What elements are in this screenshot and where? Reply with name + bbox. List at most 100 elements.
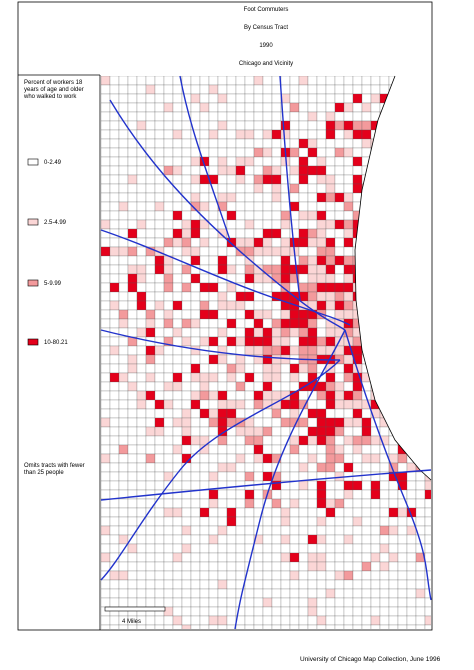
tract — [388, 498, 399, 509]
tract — [253, 606, 264, 617]
tract — [352, 480, 363, 491]
tract — [109, 183, 120, 194]
tract — [172, 291, 183, 302]
tract — [217, 435, 228, 446]
tract — [109, 516, 120, 527]
tract — [181, 588, 192, 599]
tract — [118, 471, 129, 482]
tract — [280, 579, 291, 590]
tract — [181, 606, 192, 617]
tract — [118, 84, 129, 95]
tract — [154, 444, 165, 455]
tract — [379, 624, 390, 629]
tract — [325, 552, 336, 563]
tract — [109, 120, 120, 131]
tract — [145, 390, 156, 401]
tract — [370, 111, 381, 122]
tract — [262, 435, 273, 446]
tract — [199, 624, 210, 629]
tract — [289, 327, 300, 338]
tract — [397, 543, 408, 554]
tract — [172, 426, 183, 437]
tract — [163, 129, 174, 140]
tract — [388, 408, 399, 419]
tract — [316, 93, 327, 104]
tract — [424, 246, 431, 257]
tract — [424, 336, 431, 347]
tract — [388, 588, 399, 599]
tract — [253, 300, 264, 311]
tract — [226, 579, 237, 590]
tract — [172, 102, 183, 113]
tract — [298, 525, 309, 536]
tract — [118, 300, 129, 311]
tract — [127, 453, 138, 464]
tract — [289, 489, 300, 500]
tract — [235, 489, 246, 500]
tract — [127, 597, 138, 608]
tract — [127, 381, 138, 392]
tract — [307, 237, 318, 248]
tract — [262, 282, 273, 293]
tract — [145, 552, 156, 563]
tract — [190, 174, 201, 185]
tract — [352, 237, 363, 248]
tract — [127, 138, 138, 149]
tract — [199, 534, 210, 545]
tract — [253, 138, 264, 149]
tract — [127, 390, 138, 401]
tract — [145, 282, 156, 293]
tract — [379, 255, 390, 266]
tract — [136, 147, 147, 158]
tract — [127, 291, 138, 302]
tract — [109, 597, 120, 608]
tract — [307, 480, 318, 491]
tract — [316, 588, 327, 599]
tract — [343, 552, 354, 563]
tract — [406, 399, 417, 410]
tract — [316, 129, 327, 140]
tract — [289, 543, 300, 554]
tract — [109, 129, 120, 140]
tract — [172, 507, 183, 518]
tract — [406, 192, 417, 203]
tract — [217, 318, 228, 329]
tract — [163, 615, 174, 626]
tract — [397, 102, 408, 113]
tract — [280, 552, 291, 563]
tract — [262, 318, 273, 329]
tract — [307, 624, 318, 629]
tract — [379, 507, 390, 518]
tract — [154, 129, 165, 140]
tract — [379, 462, 390, 473]
tract — [352, 156, 363, 167]
tract — [370, 309, 381, 320]
tract — [361, 588, 372, 599]
tract — [334, 291, 345, 302]
tract — [154, 507, 165, 518]
tract — [163, 192, 174, 203]
tract — [136, 417, 147, 428]
tract — [253, 111, 264, 122]
tract — [217, 255, 228, 266]
tract — [379, 111, 390, 122]
tract — [262, 516, 273, 527]
tract — [280, 624, 291, 629]
tract — [136, 399, 147, 410]
tract — [307, 426, 318, 437]
tract — [181, 156, 192, 167]
tract — [244, 615, 255, 626]
tract — [163, 282, 174, 293]
tract — [424, 120, 431, 131]
tract — [271, 525, 282, 536]
tract — [118, 282, 129, 293]
tract — [181, 390, 192, 401]
tract — [388, 345, 399, 356]
tract — [316, 516, 327, 527]
tract — [334, 228, 345, 239]
tract — [101, 291, 111, 302]
tract — [244, 300, 255, 311]
tract — [253, 588, 264, 599]
tract — [271, 219, 282, 230]
tract — [190, 408, 201, 419]
